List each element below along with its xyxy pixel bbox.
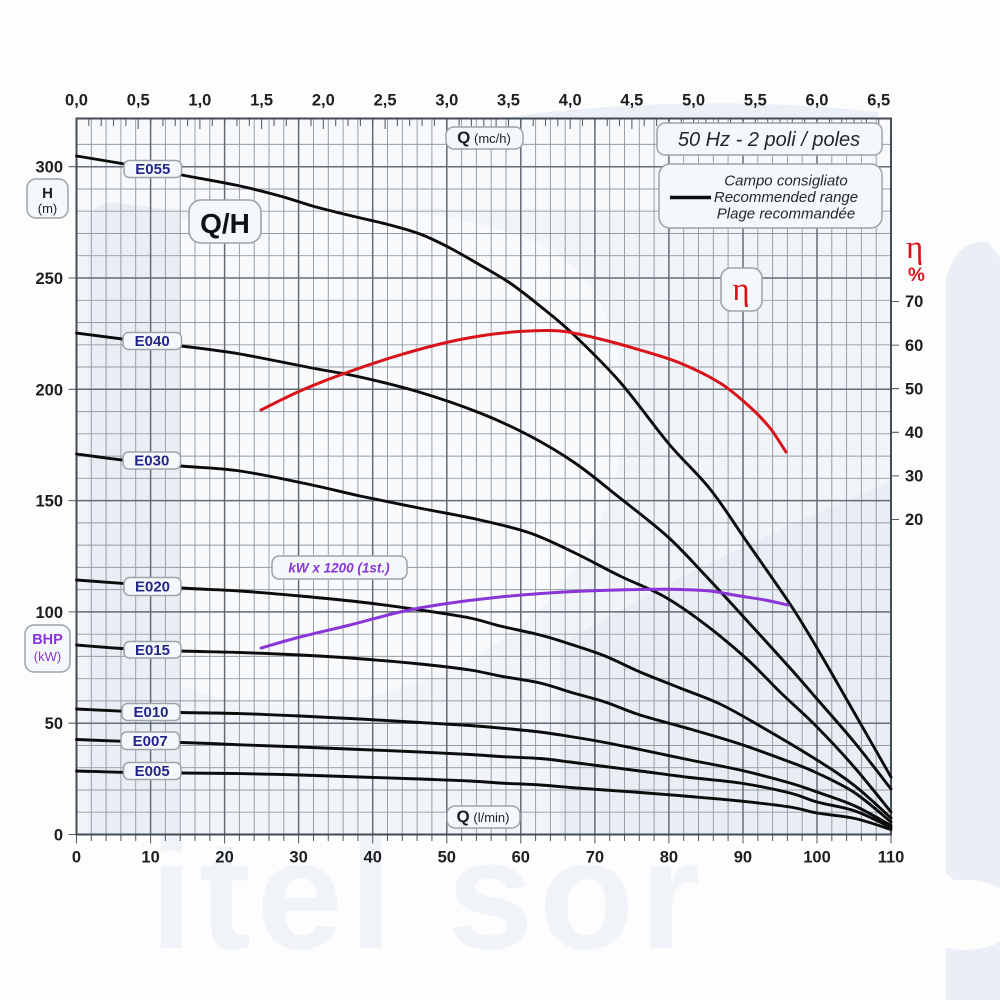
svg-text:3,0: 3,0 [435,92,458,110]
svg-text:%: % [908,265,925,286]
svg-text:itel sor: itel sor [150,808,706,981]
svg-text:1,0: 1,0 [188,92,211,110]
svg-text:100: 100 [803,849,831,867]
svg-text:150: 150 [35,493,63,511]
svg-text:(kW): (kW) [34,649,61,664]
svg-text:E030: E030 [134,453,169,470]
svg-text:110: 110 [878,849,905,867]
svg-text:E040: E040 [135,333,170,350]
svg-text:0: 0 [54,827,63,845]
svg-text:50: 50 [905,380,923,398]
svg-text:0,0: 0,0 [65,92,88,110]
svg-text:200: 200 [35,381,63,399]
svg-text:20: 20 [905,511,923,529]
svg-text:E015: E015 [135,642,170,659]
svg-text:70: 70 [586,849,604,867]
svg-text:Plage recommandée: Plage recommandée [717,206,855,223]
svg-text:Campo consigliato: Campo consigliato [724,173,847,190]
svg-text:η: η [732,272,749,308]
svg-text:50: 50 [438,849,456,867]
svg-text:H: H [42,185,53,202]
svg-text:η: η [906,230,923,266]
svg-text:40: 40 [905,424,923,442]
svg-text:90: 90 [734,849,752,867]
svg-text:5,5: 5,5 [744,92,767,110]
svg-text:E010: E010 [133,704,168,721]
svg-text:5,0: 5,0 [682,92,705,110]
svg-text:4,5: 4,5 [620,92,643,110]
svg-text:300: 300 [35,159,63,177]
svg-text:kW x 1200 (1st.): kW x 1200 (1st.) [288,561,390,576]
svg-text:250: 250 [35,270,63,288]
svg-text:2,0: 2,0 [312,92,335,110]
svg-text:6,0: 6,0 [806,92,829,110]
svg-text:3,5: 3,5 [497,92,520,110]
svg-text:0,5: 0,5 [127,92,150,110]
svg-text:Q (mc/h): Q (mc/h) [457,128,511,147]
svg-text:50 Hz - 2 poli / poles: 50 Hz - 2 poli / poles [678,129,860,151]
svg-text:6,5: 6,5 [867,92,890,110]
svg-text:40: 40 [364,849,382,867]
svg-text:0: 0 [72,849,81,867]
svg-text:E020: E020 [135,579,170,596]
svg-text:Q (l/min): Q (l/min) [457,807,510,826]
svg-text:E007: E007 [133,733,168,750]
svg-text:E055: E055 [135,161,170,178]
svg-text:30: 30 [905,468,923,486]
svg-text:50: 50 [45,715,63,733]
svg-text:E005: E005 [135,763,170,780]
svg-text:70: 70 [905,293,923,311]
svg-text:2,5: 2,5 [374,92,397,110]
svg-text:Q/H: Q/H [200,208,250,239]
svg-text:80: 80 [660,849,678,867]
svg-text:30: 30 [289,849,307,867]
svg-text:10: 10 [141,849,159,867]
svg-text:(m): (m) [38,201,58,216]
svg-text:60: 60 [512,849,530,867]
svg-text:60: 60 [905,337,923,355]
svg-text:Recommended range: Recommended range [714,189,858,206]
svg-text:4,0: 4,0 [559,92,582,110]
svg-text:BHP: BHP [32,632,63,648]
svg-text:1,5: 1,5 [250,92,273,110]
svg-text:100: 100 [35,604,63,622]
svg-text:20: 20 [215,849,233,867]
